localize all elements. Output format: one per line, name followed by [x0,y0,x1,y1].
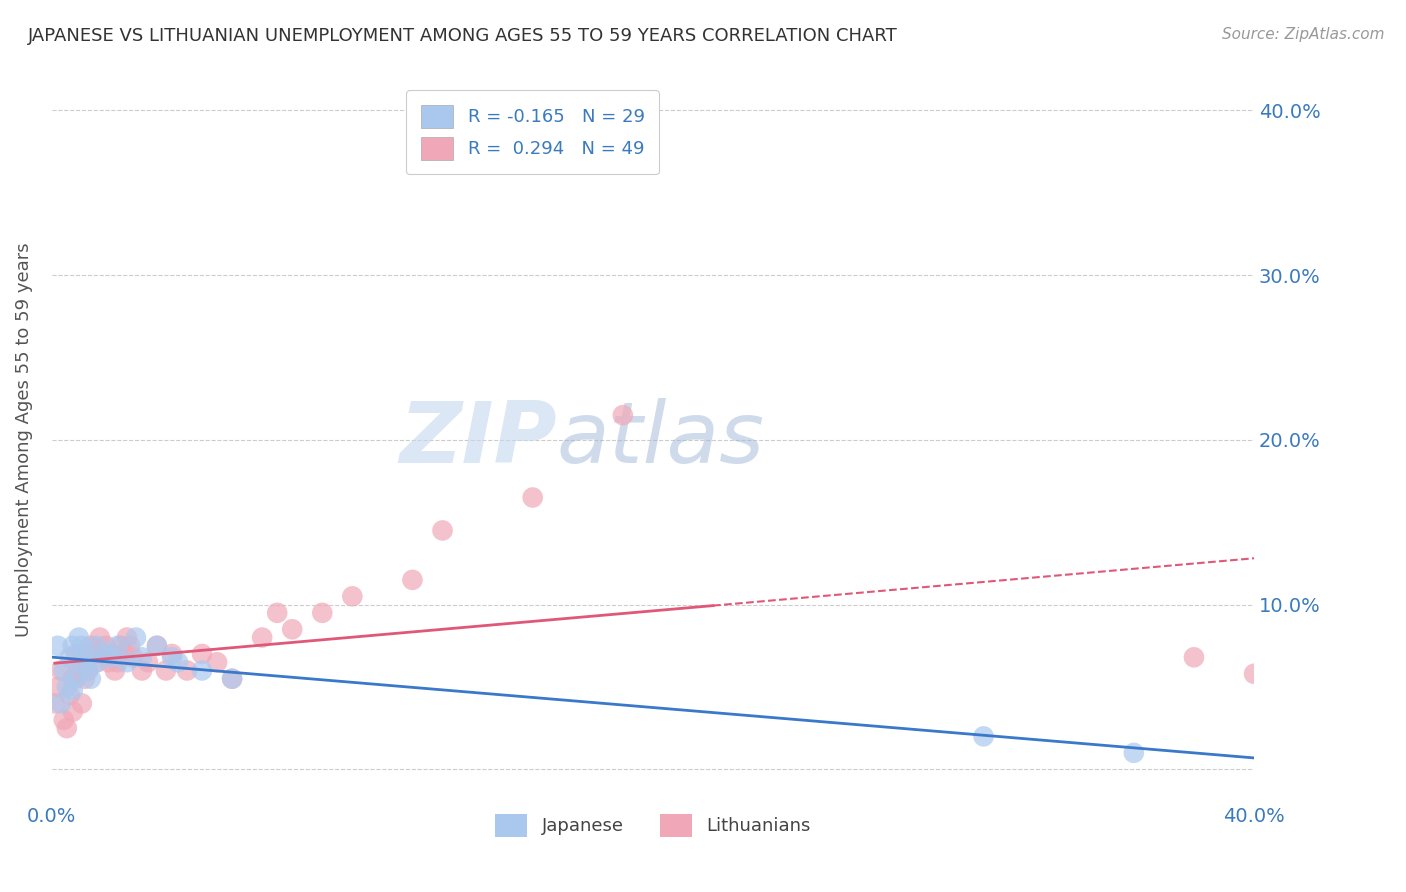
Point [191,664,214,678]
Text: Source: ZipAtlas.com: Source: ZipAtlas.com [1222,27,1385,42]
Point [167,655,190,669]
Point [432,524,454,538]
Point [104,664,127,678]
Point [146,639,169,653]
Point [86,655,108,669]
Point [973,730,995,744]
Point [136,655,159,669]
Point [59,650,82,665]
Point [101,647,124,661]
Point [101,650,124,665]
Point [70,655,93,669]
Y-axis label: Unemployment Among Ages 55 to 59 years: Unemployment Among Ages 55 to 59 years [15,243,32,637]
Point [76,664,98,678]
Point [62,672,84,686]
Point [80,672,103,686]
Point [46,680,69,694]
Point [83,647,105,661]
Point [122,650,145,665]
Point [52,713,75,727]
Point [146,639,169,653]
Point [160,647,183,661]
Point [73,672,96,686]
Point [55,680,77,694]
Point [155,664,177,678]
Point [112,647,135,661]
Text: JAPANESE VS LITHUANIAN UNEMPLOYMENT AMONG AGES 55 TO 59 YEARS CORRELATION CHART: JAPANESE VS LITHUANIAN UNEMPLOYMENT AMON… [28,27,898,45]
Point [52,664,75,678]
Point [1182,650,1205,665]
Point [221,672,243,686]
Point [612,408,634,422]
Point [70,655,93,669]
Point [91,647,114,661]
Point [70,639,93,653]
Point [89,631,111,645]
Point [1243,666,1265,681]
Point [46,639,69,653]
Point [266,606,288,620]
Point [65,647,87,661]
Point [110,639,132,653]
Point [94,639,117,653]
Point [342,590,364,604]
Point [107,655,129,669]
Point [131,650,153,665]
Point [67,631,90,645]
Point [80,639,103,653]
Point [250,631,273,645]
Point [62,705,84,719]
Point [65,672,87,686]
Point [401,573,423,587]
Point [49,664,72,678]
Point [67,664,90,678]
Point [311,606,333,620]
Point [62,683,84,698]
Point [97,655,120,669]
Point [191,647,214,661]
Point [115,655,138,669]
Point [86,655,108,669]
Point [62,639,84,653]
Text: atlas: atlas [557,399,765,482]
Point [115,631,138,645]
Point [107,639,129,653]
Point [125,631,148,645]
Text: ZIP: ZIP [399,399,557,482]
Point [1122,746,1144,760]
Point [522,491,544,505]
Point [59,688,82,702]
Point [86,639,108,653]
Point [131,664,153,678]
Point [70,697,93,711]
Point [55,721,77,735]
Point [160,650,183,665]
Point [205,655,228,669]
Point [49,697,72,711]
Point [73,647,96,661]
Point [281,622,304,636]
Point [94,647,117,661]
Point [176,664,198,678]
Point [76,664,98,678]
Point [118,639,141,653]
Legend: Japanese, Lithuanians: Japanese, Lithuanians [488,806,818,844]
Point [221,672,243,686]
Point [44,697,66,711]
